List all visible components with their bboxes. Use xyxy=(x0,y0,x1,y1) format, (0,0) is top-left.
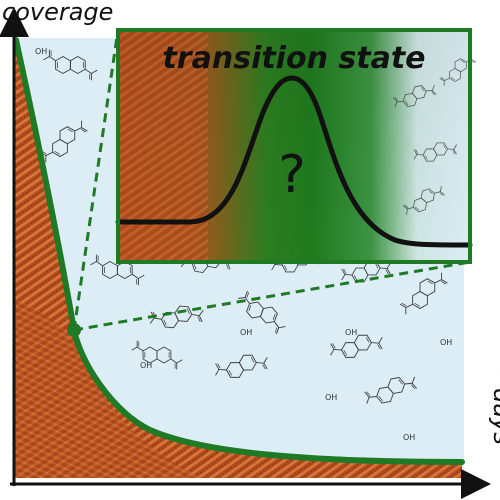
oh-label: OH xyxy=(240,328,252,337)
oh-labels: OH OH OH OH OH OH OH xyxy=(35,47,452,442)
y-axis-label: coverage xyxy=(2,0,113,26)
oh-label: OH xyxy=(35,47,47,56)
zoom-line-upper xyxy=(72,29,120,331)
oh-label: OH xyxy=(403,433,415,442)
oh-label: OH xyxy=(140,361,152,370)
coverage-curve xyxy=(13,37,465,465)
oh-label: OH xyxy=(345,328,357,337)
surface-region-texture xyxy=(14,300,200,478)
oh-label: OH xyxy=(440,338,452,347)
inset-border xyxy=(116,28,472,264)
energy-peak-curve xyxy=(115,75,473,248)
zoom-line-lower xyxy=(73,260,471,332)
question-mark: ? xyxy=(278,145,306,205)
transition-state-inset: transition state ? xyxy=(115,28,479,264)
inset-title: transition state xyxy=(162,41,425,76)
oh-label: OH xyxy=(325,393,337,402)
x-axis-label: ~days xyxy=(488,368,500,445)
